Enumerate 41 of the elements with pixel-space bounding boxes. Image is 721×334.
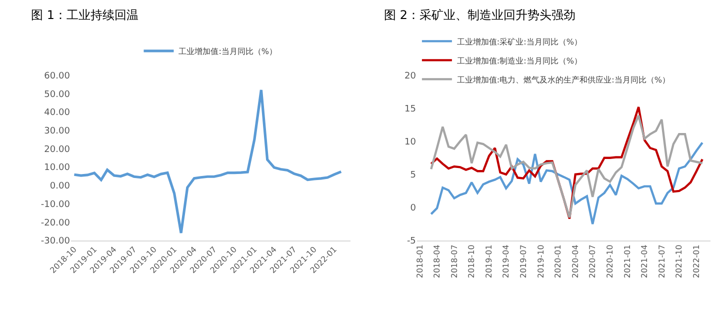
x-tick-label: 2020-01: [554, 244, 563, 278]
line-series: [72, 88, 342, 234]
x-tick-label: 2020-10: [606, 244, 615, 278]
x-tick-label: 2022-01: [692, 244, 702, 278]
y-tick-label: 40.00: [44, 108, 70, 118]
y-tick-label: 5: [410, 170, 416, 181]
y-tick-label: 10: [404, 138, 416, 148]
y-tick-label: 10.00: [44, 163, 70, 174]
x-tick-label: 2020-04: [570, 244, 580, 278]
y-tick-label: 30.00: [44, 126, 70, 137]
legend-label: 工业增加值:采矿业:当月同比（%）: [456, 37, 582, 46]
x-tick-label: 2019-04: [502, 244, 511, 278]
x-tick-label: 2018-07: [450, 244, 459, 278]
x-tick-label: 2019-01: [484, 244, 494, 278]
y-tick-label: -30.00: [40, 236, 70, 247]
x-tick-label: 2019-07: [518, 244, 528, 278]
x-tick-label: 2020-07: [588, 244, 598, 278]
x-tick-label: 2021-07: [657, 244, 666, 278]
chart-title: 图 2：采矿业、制造业回升势头强劲: [384, 8, 576, 22]
y-tick-label: 0: [410, 204, 416, 214]
y-tick-label: 20.00: [44, 144, 70, 155]
y-tick-label: -10.00: [40, 200, 70, 210]
legend-label: 工业增加值:电力、燃气及水的生产和供应业:当月同比（%）: [456, 75, 670, 84]
x-tick-label: 2018-10: [467, 244, 476, 278]
x-tick-label: 2018-01: [416, 244, 425, 278]
y-tick-label: 50.00: [44, 90, 70, 100]
y-tick-label: 60.00: [44, 71, 70, 82]
y-tick-label: -5: [406, 236, 416, 247]
x-tick-label: 2018-04: [432, 244, 442, 278]
x-tick-label: 2021-01: [623, 244, 632, 278]
x-tick-label: 2021-04: [640, 244, 650, 278]
x-tick-label: 2021-10: [674, 244, 684, 278]
x-tick-label: 2019-10: [536, 244, 546, 278]
chart-title: 图 1：工业持续回温: [31, 8, 138, 22]
legend-label: 工业增加值:制造业:当月同比（%）: [456, 56, 582, 66]
line-series: [430, 142, 704, 226]
y-tick-label: 15: [404, 104, 416, 114]
y-tick-label: 20: [404, 71, 416, 82]
y-tick-label: -20.00: [40, 218, 70, 228]
legend-label: 工业增加值:当月同比（%）: [178, 47, 278, 56]
y-tick-label: 0.00: [50, 182, 70, 192]
